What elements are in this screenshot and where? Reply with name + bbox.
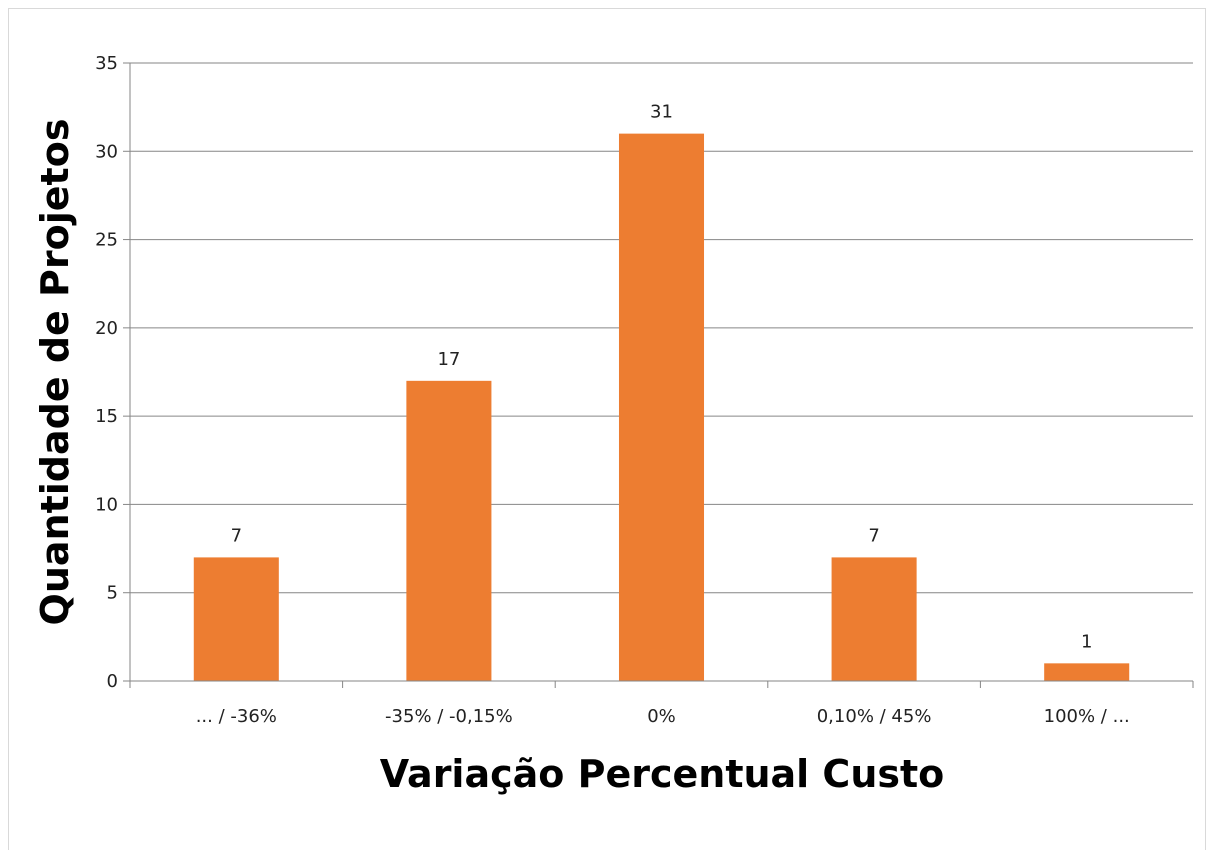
y-tick-label: 30 — [95, 141, 118, 162]
bar — [406, 380, 492, 681]
bar — [1044, 663, 1130, 681]
data-label: 1 — [1081, 631, 1092, 652]
bar — [831, 557, 917, 681]
x-tick-label: 0,10% / 45% — [817, 706, 932, 727]
y-tick-label: 20 — [95, 318, 118, 339]
axes: 0 5 10 15 20 25 30 35 ... / -36% -35% / -0,15% 0% 0… — [95, 53, 1194, 727]
y-tick-label: 0 — [107, 671, 118, 692]
x-tick-label: -35% / -0,15% — [385, 706, 513, 727]
y-tick-label: 10 — [95, 494, 118, 515]
data-label: 17 — [437, 349, 460, 370]
data-label: 31 — [650, 102, 673, 123]
x-tick-label: 100% / ... — [1044, 706, 1130, 727]
bar — [193, 557, 279, 681]
x-tick-label: 0% — [647, 706, 676, 727]
y-tick-label: 15 — [95, 406, 118, 427]
bar — [618, 133, 705, 682]
y-tick-label: 5 — [107, 583, 118, 604]
y-tick-label: 35 — [95, 53, 118, 74]
data-label: 7 — [868, 525, 879, 546]
y-axis-title: Quantidade de Projetos — [33, 119, 77, 626]
x-axis-title: Variação Percentual Custo — [380, 752, 945, 796]
x-tick-label: ... / -36% — [196, 706, 277, 727]
data-label: 7 — [231, 525, 242, 546]
chart-frame — [8, 8, 1206, 850]
y-tick-label: 25 — [95, 230, 118, 251]
bars: 7 17 31 7 1 — [193, 102, 1130, 682]
